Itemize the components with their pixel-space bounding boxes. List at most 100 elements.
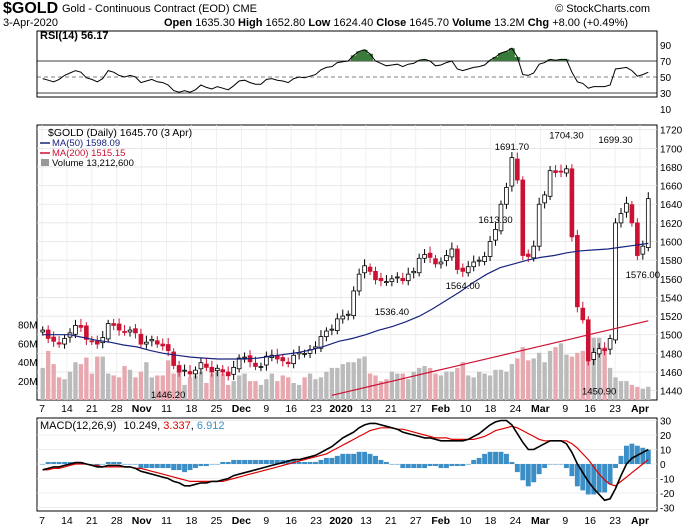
macd-histogram-bar (302, 461, 308, 464)
macd-histogram-bar (323, 457, 329, 464)
volume-bar (111, 375, 116, 400)
x-tick-label: Dec (232, 515, 251, 527)
candle-body (438, 261, 444, 265)
volume-bar (318, 377, 324, 400)
candle-body (198, 362, 204, 370)
macd-histogram-bar (645, 449, 651, 464)
candle-body (433, 258, 438, 265)
header-title-row: $GOLD Gold - Continuous Contract (EOD) C… (0, 0, 700, 18)
x-axis-labels-bottom: 7 14 21 28 Nov 11 18 25 Dec 9 16 23 2020 13 21 27 Feb 10 1… (39, 515, 649, 527)
macd-histogram-bar (51, 461, 57, 464)
price-tick-label: 1560 (660, 275, 683, 286)
candle-body (624, 202, 629, 213)
candle-body (367, 266, 373, 272)
volume-bar (607, 367, 613, 400)
macd-histogram-bar (613, 464, 618, 469)
volume-bar (635, 386, 640, 400)
volume-tick-label: 40M (18, 358, 37, 369)
macd-histogram-bar (383, 461, 389, 464)
macd-histogram-bar (122, 464, 128, 465)
volume-bar (280, 375, 285, 400)
x-tick-label: 23 (609, 515, 621, 527)
x-tick-label: 14 (61, 403, 73, 415)
candle-body (111, 323, 116, 326)
price-annotation: 1450.90 (582, 387, 616, 398)
macd-histogram-bar (362, 451, 368, 464)
volume-bar (204, 383, 209, 400)
candle-body (105, 323, 111, 340)
candle-body (144, 341, 149, 345)
volume-bar (564, 354, 569, 400)
macd-histogram-bar (340, 453, 346, 464)
price-tick-label: 1660 (660, 182, 683, 193)
candle-body (94, 340, 100, 345)
candle-body (547, 170, 553, 197)
macd-histogram-bar (536, 464, 542, 475)
volume-bar (602, 347, 607, 400)
volume-bar (253, 381, 258, 400)
candle-body (329, 328, 335, 331)
macd-histogram-bar (471, 459, 477, 464)
macd-histogram-bar (296, 461, 302, 464)
volume-bar (46, 350, 51, 400)
x-tick-label: 9 (562, 515, 568, 527)
macd-histogram-bar (56, 461, 62, 464)
macd-histogram-bar (105, 461, 111, 464)
candle-body (127, 329, 133, 333)
candle-body (362, 265, 367, 274)
x-tick-label: 23 (310, 515, 322, 527)
candle-body (635, 222, 640, 256)
macd-histogram-bar (416, 464, 422, 469)
volume-bar (187, 377, 193, 400)
candle-body (176, 365, 182, 373)
volume-bar (286, 377, 291, 400)
volume-bar (613, 377, 618, 400)
x-tick-label: 2020 (329, 515, 353, 527)
copyright: © StockCharts.com (555, 3, 650, 15)
macd-histogram-bar (209, 464, 215, 465)
volume-bar (640, 388, 645, 400)
x-tick-label: 25 (211, 515, 223, 527)
macd-histogram-bar (503, 453, 509, 464)
x-tick-label: 18 (485, 515, 497, 527)
x-tick-label: 21 (385, 515, 397, 527)
volume-bar (378, 381, 384, 400)
chart-subtitle: Gold - Continuous Contract (EOD) CME (62, 3, 258, 15)
price-annotation: 1536.40 (375, 307, 409, 318)
x-tick-label: 9 (263, 515, 269, 527)
macd-histogram-bar (67, 461, 73, 464)
x-tick-label: Nov (132, 403, 152, 415)
candle-body (444, 255, 449, 262)
macd-histogram-bar (449, 464, 455, 467)
macd-histogram-bar (389, 464, 395, 465)
candle-body (258, 366, 264, 368)
candle-body (318, 336, 324, 349)
macd-histogram-bar (367, 453, 373, 464)
volume-bar (526, 360, 531, 400)
candle-body (602, 348, 607, 351)
candle-body (204, 363, 209, 368)
volume-bar (247, 381, 253, 400)
macd-histogram-bar (318, 459, 324, 464)
volume-bar (558, 343, 564, 400)
volume-bar (324, 371, 329, 400)
x-tick-label: 9 (263, 403, 269, 415)
x-tick-label: Nov (132, 515, 152, 527)
macd-histogram-bar (476, 457, 482, 464)
volume-bar (591, 337, 596, 400)
x-tick-label: 14 (61, 515, 73, 527)
macd-histogram-bar (160, 464, 166, 469)
candle-body (214, 367, 220, 372)
macd-histogram-bar (269, 459, 275, 464)
x-tick-label: 7 (39, 515, 45, 527)
volume-bar (335, 367, 340, 400)
price-annotation: 1576.00 (626, 270, 660, 281)
volume-bar (646, 386, 651, 400)
macd-histogram-bar (427, 464, 433, 467)
ohlc-summary: Open 1635.30 High 1652.80 Low 1624.40 Cl… (164, 17, 629, 29)
macd-histogram-bar (274, 459, 280, 464)
x-tick-label: 10 (460, 515, 472, 527)
candle-body (645, 198, 651, 248)
macd-histogram-bar (242, 459, 248, 464)
macd-histogram-bar (165, 464, 171, 469)
